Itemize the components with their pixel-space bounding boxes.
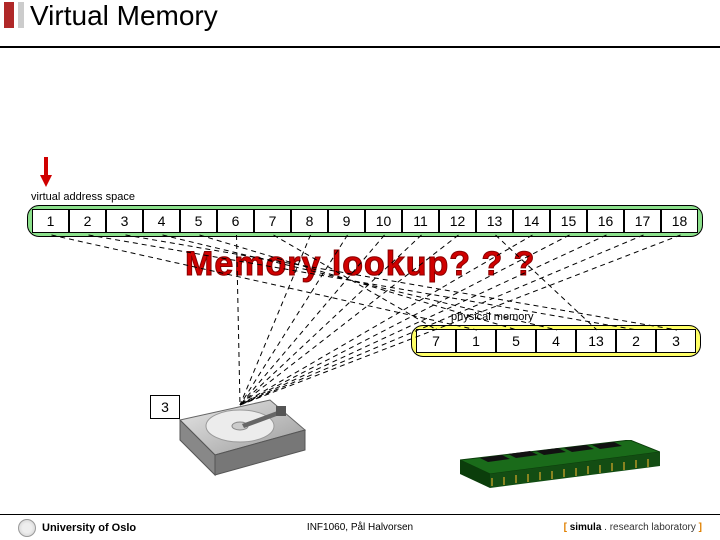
ram-module-icon [460, 440, 660, 490]
virtual-address-label: virtual address space [31, 191, 135, 203]
footer: University of Oslo INF1060, Pål Halvorse… [0, 514, 720, 540]
physical-memory-label: physical memory [451, 311, 534, 323]
footer-university: University of Oslo [42, 522, 136, 534]
physical-memory: 71541323 [411, 325, 701, 357]
footer-bracket-r: ] [696, 522, 702, 533]
virtual-cell: 13 [476, 209, 513, 233]
virtual-cell: 10 [365, 209, 402, 233]
footer-right: [ simula . research laboratory ] [564, 522, 702, 533]
page-title: Virtual Memory [30, 0, 218, 32]
virtual-cell: 7 [254, 209, 291, 233]
physical-cell: 3 [656, 329, 696, 353]
virtual-cell: 3 [106, 209, 143, 233]
title-accent [4, 2, 14, 28]
virtual-cell: 2 [69, 209, 106, 233]
footer-simula: simula [570, 522, 602, 533]
footer-left: University of Oslo [18, 519, 136, 537]
virtual-cell: 5 [180, 209, 217, 233]
physical-cell: 7 [416, 329, 456, 353]
physical-cell: 5 [496, 329, 536, 353]
virtual-cell: 4 [143, 209, 180, 233]
footer-lab: . research laboratory [601, 522, 696, 533]
virtual-cell: 12 [439, 209, 476, 233]
hard-disk-icon [170, 390, 310, 480]
virtual-cell: 1 [32, 209, 69, 233]
physical-cell: 2 [616, 329, 656, 353]
memory-lookup-text: Memory lookup? ? ? [185, 245, 535, 284]
arrow-stem [44, 157, 48, 175]
arrow-head [40, 175, 52, 187]
virtual-cell: 9 [328, 209, 365, 233]
virtual-cell: 17 [624, 209, 661, 233]
virtual-cell: 6 [217, 209, 254, 233]
virtual-cell: 18 [661, 209, 698, 233]
virtual-cell: 14 [513, 209, 550, 233]
physical-cell: 4 [536, 329, 576, 353]
virtual-cell: 11 [402, 209, 439, 233]
virtual-cell: 16 [587, 209, 624, 233]
physical-cell: 13 [576, 329, 616, 353]
university-seal-icon [18, 519, 36, 537]
virtual-address-space: 123456789101112131415161718 [27, 205, 703, 237]
title-accent2 [18, 2, 24, 28]
virtual-cell: 8 [291, 209, 328, 233]
virtual-cell: 15 [550, 209, 587, 233]
footer-center: INF1060, Pål Halvorsen [307, 522, 413, 533]
title-bar: Virtual Memory [0, 0, 720, 48]
physical-cell: 1 [456, 329, 496, 353]
